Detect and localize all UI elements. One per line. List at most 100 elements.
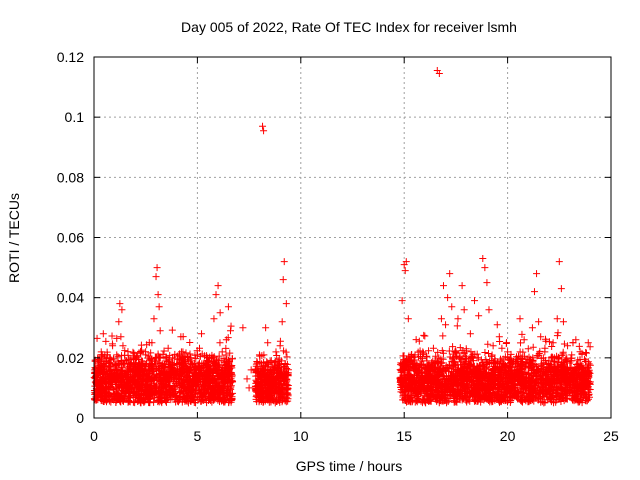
dense-point: [203, 399, 211, 407]
data-point: [481, 264, 489, 272]
data-points: [90, 67, 594, 407]
dense-point: [157, 367, 165, 375]
dense-point: [194, 393, 202, 401]
data-point: [212, 291, 220, 299]
data-point: [155, 303, 163, 311]
data-point: [239, 324, 247, 332]
x-tick-label: 0: [90, 428, 98, 444]
dense-point: [143, 341, 151, 349]
data-point: [260, 127, 268, 135]
dense-point: [502, 339, 510, 347]
dense-point: [105, 382, 113, 390]
dense-point: [147, 349, 155, 357]
y-tick-label: 0.12: [57, 49, 84, 65]
x-tick-label: 5: [194, 428, 202, 444]
data-point: [280, 258, 288, 266]
dense-point: [186, 350, 194, 358]
data-point: [528, 324, 536, 332]
data-point: [210, 315, 218, 323]
dense-point: [415, 337, 423, 345]
dense-point: [498, 344, 506, 352]
data-point: [279, 276, 287, 284]
data-point: [439, 282, 447, 290]
dense-point: [127, 359, 135, 367]
dense-point: [112, 362, 120, 370]
dense-point: [119, 397, 127, 405]
dense-point: [157, 397, 165, 405]
dense-point: [149, 368, 157, 376]
data-point: [117, 333, 125, 341]
dense-point: [184, 399, 192, 407]
data-point: [533, 270, 541, 278]
dense-point: [117, 392, 125, 400]
data-point: [404, 315, 412, 323]
dense-point: [197, 375, 205, 383]
data-point: [475, 312, 483, 320]
dense-point: [227, 383, 235, 391]
data-point: [154, 291, 162, 299]
dense-point: [166, 374, 174, 382]
x-tick-label: 25: [603, 428, 619, 444]
data-point: [495, 333, 503, 341]
chart-title: Day 005 of 2022, Rate Of TEC Index for r…: [181, 19, 517, 35]
y-tick-label: 0.1: [65, 109, 85, 125]
dense-point: [516, 339, 524, 347]
dense-point: [222, 344, 230, 352]
dense-point: [220, 358, 228, 366]
dense-point: [113, 377, 121, 385]
data-point: [119, 342, 127, 350]
dense-point: [163, 390, 171, 398]
dense-point: [226, 349, 234, 357]
dense-point: [146, 356, 154, 364]
dense-point: [156, 354, 164, 362]
dense-point: [283, 353, 291, 361]
data-point: [466, 330, 474, 338]
dense-point: [190, 399, 198, 407]
dense-point: [114, 357, 122, 365]
dense-point: [112, 398, 120, 406]
data-point: [115, 318, 123, 326]
data-point: [216, 309, 224, 317]
dense-point: [134, 389, 142, 397]
dense-point: [195, 383, 203, 391]
dense-point: [421, 332, 429, 340]
dense-point: [453, 322, 461, 330]
data-point: [553, 315, 561, 323]
dense-point: [124, 351, 132, 359]
dense-point: [140, 399, 148, 407]
y-tick-label: 0: [76, 410, 84, 426]
data-point: [446, 270, 454, 278]
data-point: [259, 122, 267, 130]
data-point: [272, 348, 280, 356]
data-point: [516, 315, 524, 323]
data-point: [214, 282, 222, 290]
dense-point: [227, 322, 235, 330]
dense-point: [228, 362, 236, 370]
data-point: [479, 255, 487, 263]
data-point: [471, 297, 479, 305]
dense-point: [187, 354, 195, 362]
data-point: [458, 282, 466, 290]
data-point: [489, 342, 497, 350]
data-point: [549, 339, 557, 347]
data-point: [460, 306, 468, 314]
y-tick-label: 0.06: [57, 230, 84, 246]
dense-point: [125, 389, 133, 397]
dense-point: [226, 391, 234, 399]
dense-point: [182, 349, 190, 357]
x-tick-label: 10: [293, 428, 309, 444]
data-point: [245, 384, 253, 392]
data-point: [564, 342, 572, 350]
data-point: [118, 306, 126, 314]
dense-point: [168, 326, 176, 334]
data-point: [218, 348, 226, 356]
y-axis-label: ROTI / TECUs: [6, 193, 22, 283]
dense-point: [153, 372, 161, 380]
data-point: [448, 303, 456, 311]
dense-point: [196, 352, 204, 360]
dense-point: [102, 337, 110, 345]
data-point: [264, 339, 272, 347]
dense-point: [456, 344, 464, 352]
dense-point: [439, 332, 447, 340]
dense-point: [201, 385, 209, 393]
